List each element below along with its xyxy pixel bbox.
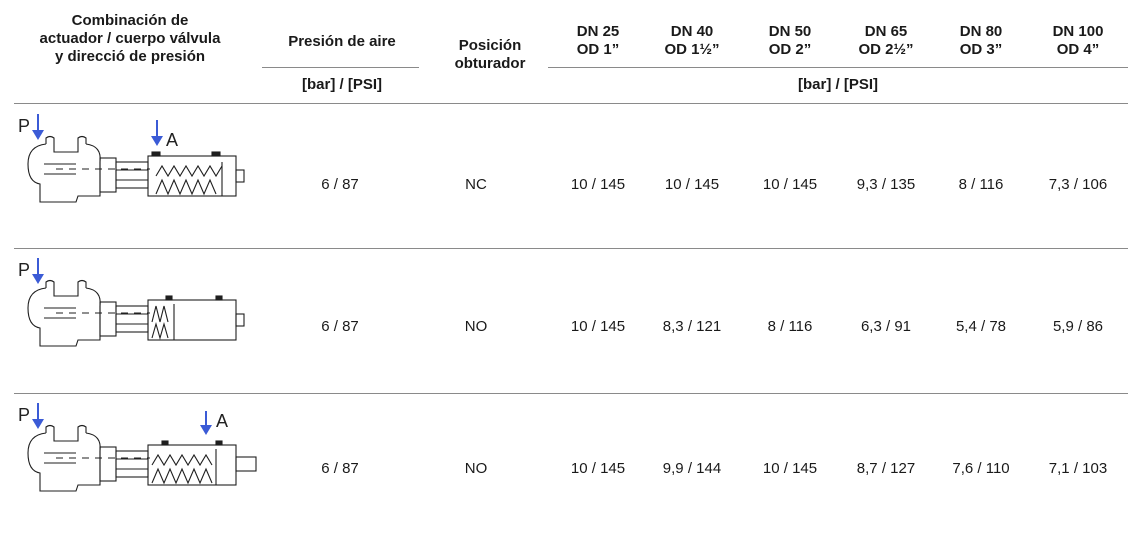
header-size-dn25: DN 25 OD 1” <box>548 23 648 59</box>
header-air-pressure-unit: [bar] / [PSI] <box>301 76 382 93</box>
header-size-dn100: DN 100 OD 4” <box>1028 23 1128 59</box>
row-3-dn25: 10 / 145 <box>570 460 626 477</box>
header-size-dn40: DN 40 OD 1½” <box>642 23 742 59</box>
row-divider-2 <box>14 393 1128 394</box>
row-2-air-pressure: 6 / 87 <box>321 318 359 335</box>
header-size-dn50: DN 50 OD 2” <box>740 23 840 59</box>
pressure-label-p: P <box>18 260 30 280</box>
header-combination: Combinación de actuador / cuerpo válvula… <box>14 12 246 66</box>
header-shutter-position-line-1: Posición <box>458 37 522 54</box>
row-2-dn25: 10 / 145 <box>570 318 626 335</box>
pressure-label-a: A <box>216 411 228 431</box>
row-1-position: NC <box>465 176 487 193</box>
size-dn-label: DN 25 <box>576 23 620 40</box>
size-dn-label: DN 50 <box>768 23 812 40</box>
header-combination-line-3: y direcció de presión <box>54 48 206 65</box>
pressure-label-a: A <box>166 130 178 150</box>
size-od-label: OD 1½” <box>664 41 720 58</box>
size-od-label: OD 2” <box>768 41 812 58</box>
row-1-dn100: 7,3 / 106 <box>1048 176 1108 193</box>
row-2-dn100: 5,9 / 86 <box>1052 318 1104 335</box>
valve-diagram-no-reverse: P A <box>16 397 266 507</box>
header-sizes-unit: [bar] / [PSI] <box>797 76 878 93</box>
valve-diagram-no: P <box>16 252 266 362</box>
row-1-dn80: 8 / 116 <box>958 176 1004 193</box>
row-3-dn65: 8,7 / 127 <box>856 460 916 477</box>
header-air-pressure-divider <box>262 67 419 68</box>
pressure-label-p: P <box>18 116 30 136</box>
row-2-position: NO <box>464 318 488 335</box>
header-size-dn80: DN 80 OD 3” <box>931 23 1031 59</box>
valve-diagram-nc: P A <box>16 108 266 218</box>
header-combination-line-1: Combinación de <box>71 12 189 29</box>
size-od-label: OD 1” <box>576 41 620 58</box>
header-bottom-rule <box>14 103 1128 104</box>
row-1-dn25: 10 / 145 <box>570 176 626 193</box>
row-1-dn40: 10 / 145 <box>664 176 720 193</box>
header-combination-line-2: actuador / cuerpo válvula <box>39 30 221 47</box>
row-divider-1 <box>14 248 1128 249</box>
row-3-dn100: 7,1 / 103 <box>1048 460 1108 477</box>
row-1-dn65: 9,3 / 135 <box>856 176 916 193</box>
row-2-dn40: 8,3 / 121 <box>662 318 722 335</box>
size-od-label: OD 4” <box>1056 41 1100 58</box>
header-sizes-divider <box>548 67 1128 68</box>
header-shutter-position: Posición obturador <box>430 37 550 73</box>
size-od-label: OD 3” <box>959 41 1003 58</box>
row-2-dn50: 8 / 116 <box>767 318 813 335</box>
row-2-dn80: 5,4 / 78 <box>955 318 1007 335</box>
size-dn-label: DN 40 <box>670 23 714 40</box>
header-size-dn65: DN 65 OD 2½” <box>836 23 936 59</box>
row-1-dn50: 10 / 145 <box>762 176 818 193</box>
row-2-dn65: 6,3 / 91 <box>860 318 912 335</box>
size-dn-label: DN 65 <box>864 23 908 40</box>
size-dn-label: DN 80 <box>959 23 1003 40</box>
pressure-label-p: P <box>18 405 30 425</box>
header-shutter-position-line-2: obturador <box>454 55 526 72</box>
row-3-dn50: 10 / 145 <box>762 460 818 477</box>
row-1-air-pressure: 6 / 87 <box>321 176 359 193</box>
size-dn-label: DN 100 <box>1052 23 1104 40</box>
row-3-air-pressure: 6 / 87 <box>321 460 359 477</box>
row-3-position: NO <box>464 460 488 477</box>
row-3-dn40: 9,9 / 144 <box>662 460 722 477</box>
size-od-label: OD 2½” <box>858 41 914 58</box>
header-air-pressure: Presión de aire <box>288 33 396 50</box>
row-3-dn80: 7,6 / 110 <box>952 460 1010 477</box>
